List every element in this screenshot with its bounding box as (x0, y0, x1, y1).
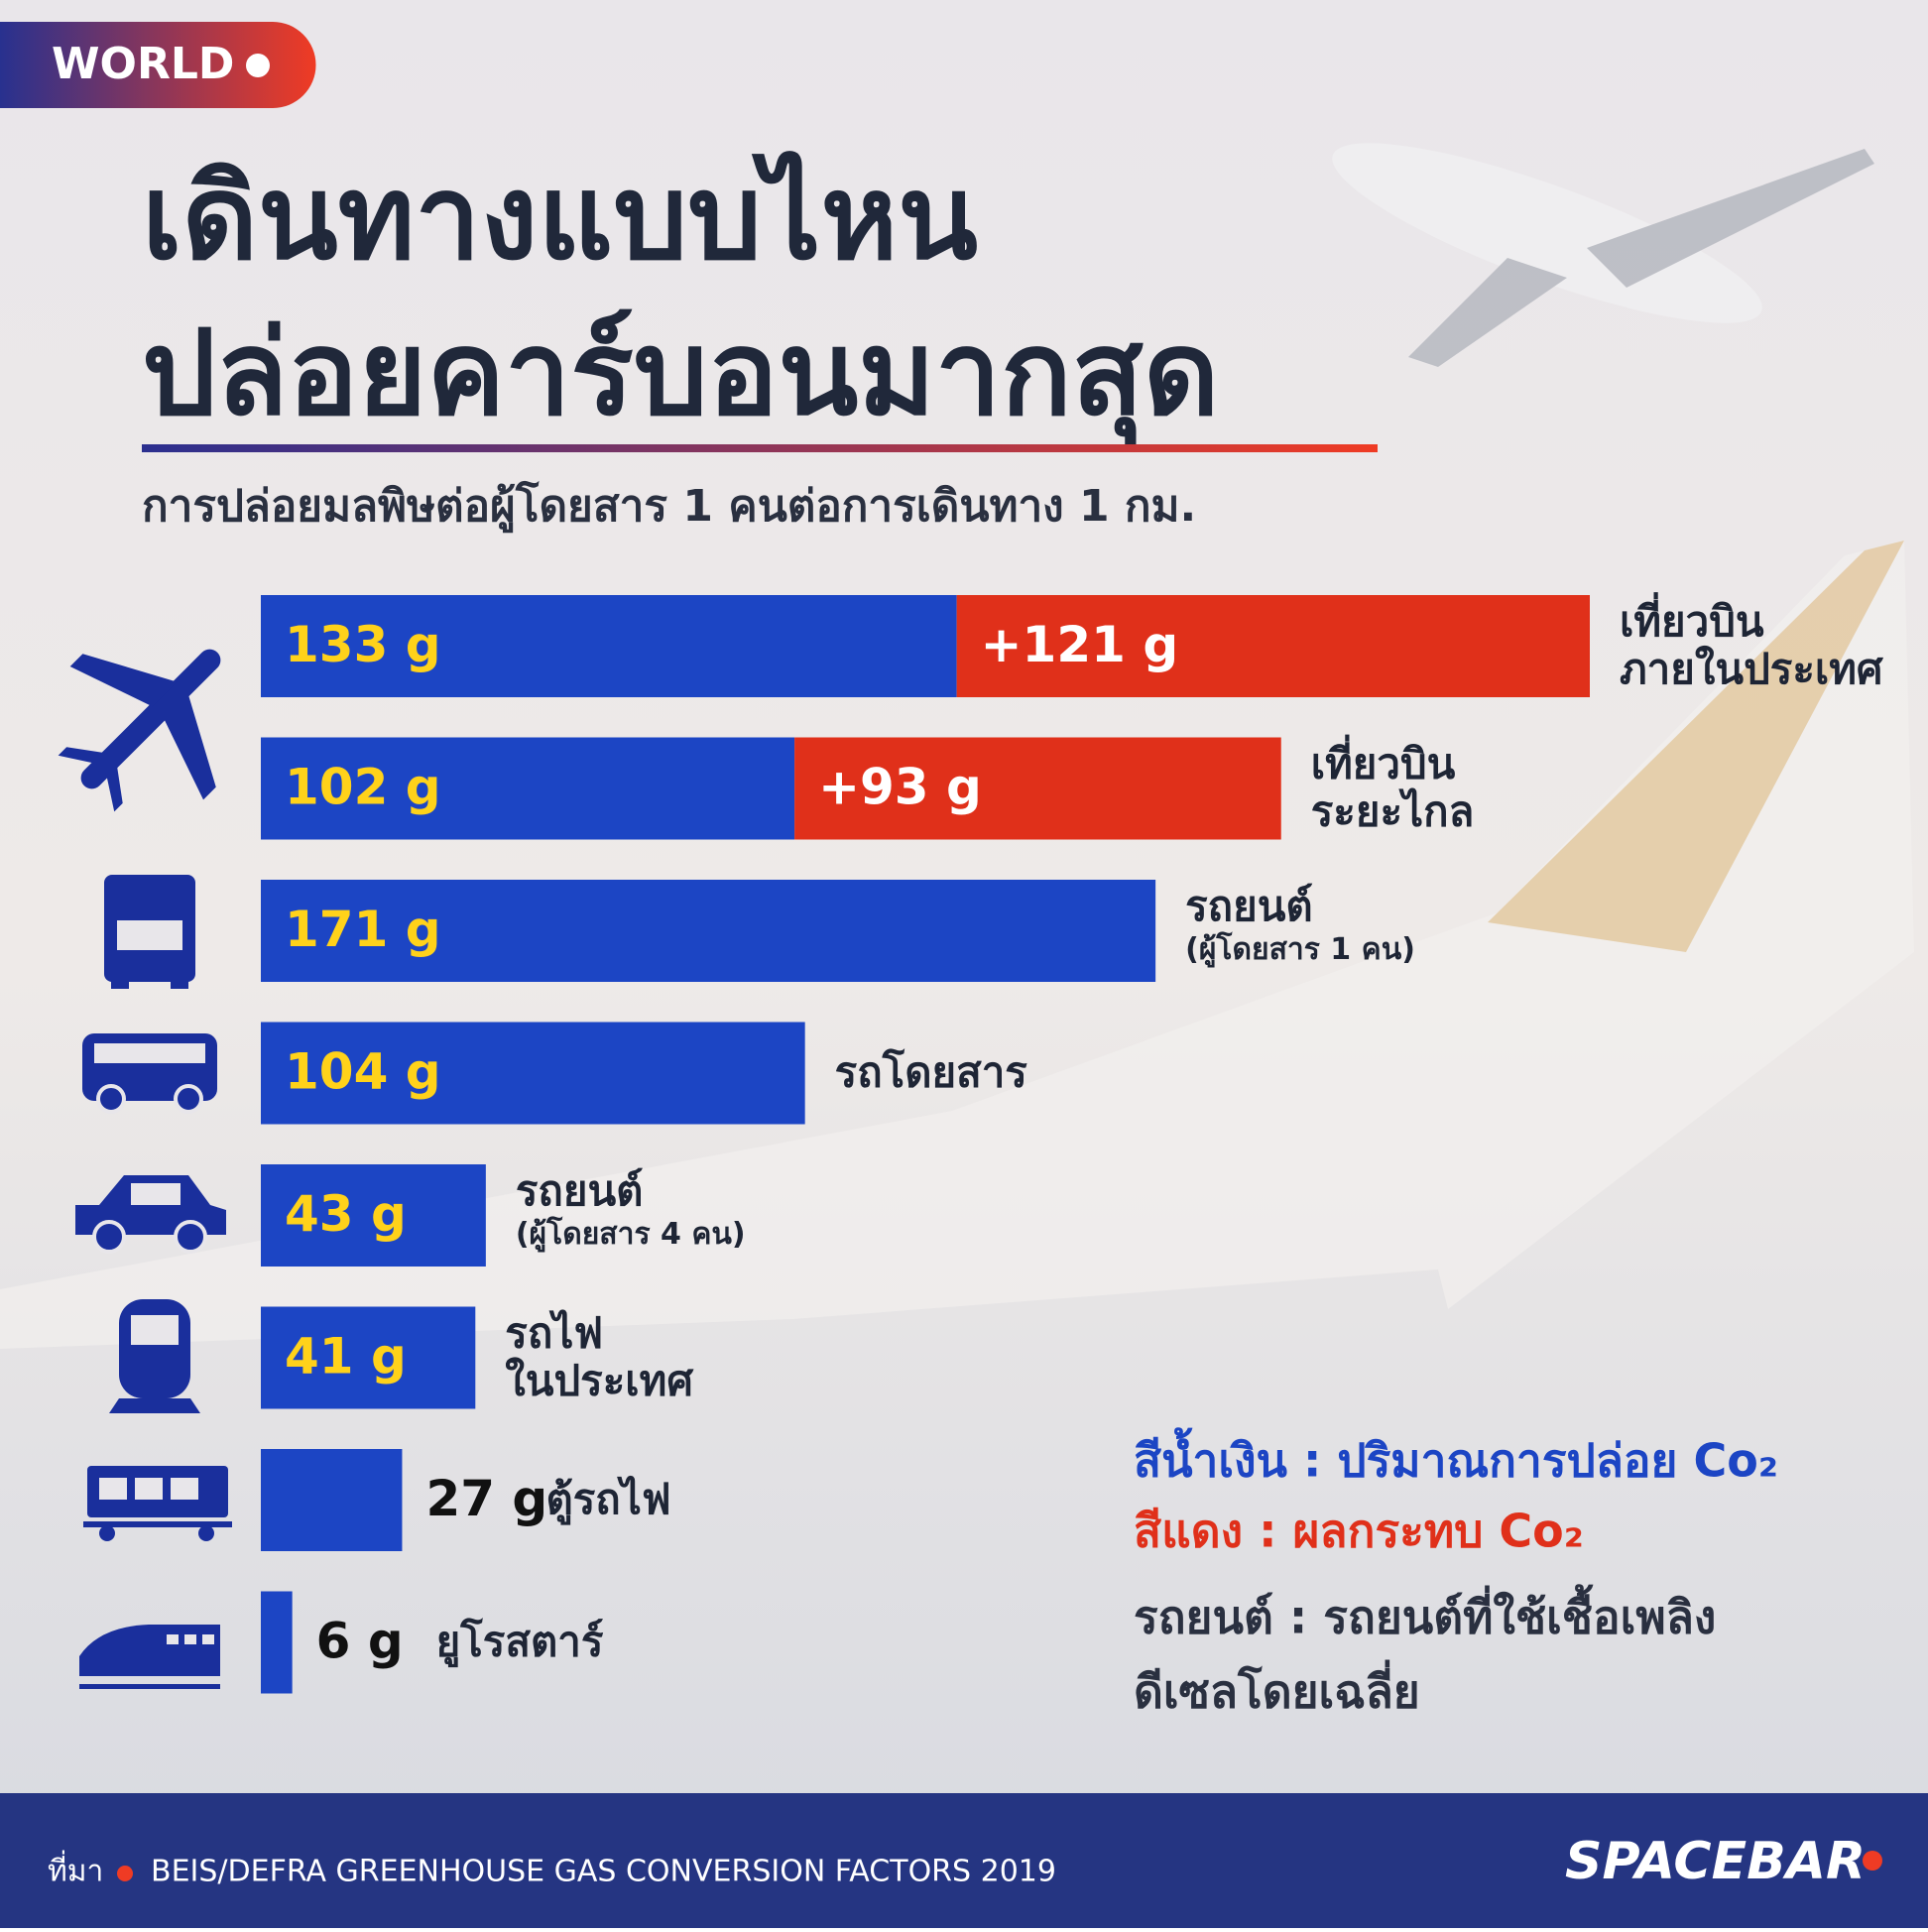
wingtip-image (1488, 541, 1904, 952)
title-line: ปล่อยคาร์บอนมากสุด (142, 304, 1219, 446)
value-label: 102 g (285, 759, 441, 816)
category-label: ยูโรสตาร์ (436, 1618, 604, 1668)
title-underline (142, 444, 1378, 452)
category-note: (ผู้โดยสาร 4 คน) (516, 1215, 746, 1253)
train-icon (109, 1299, 200, 1413)
value-label: 171 g (285, 901, 441, 958)
bar-segment (956, 595, 1590, 697)
value-label: 6 g (316, 1613, 404, 1670)
bar-segment (261, 880, 1156, 982)
value-label: 41 g (285, 1328, 407, 1386)
source: BEIS/DEFRA GREENHOUSE GAS CONVERSION FAC… (151, 1855, 1056, 1889)
truck-icon (104, 875, 195, 989)
badge-text: WORLD (52, 39, 234, 89)
category-label: รถยนต์ (1185, 882, 1313, 930)
category-label: ระยะไกล (1311, 787, 1475, 836)
plane-icon (58, 649, 221, 812)
logo: SPACEBAR (1565, 1832, 1866, 1891)
category-label: ตู้รถไฟ (545, 1475, 670, 1525)
bar-segment (261, 1449, 403, 1551)
bar-segment (261, 1022, 805, 1125)
airplane-image (1332, 143, 1874, 367)
wing-image (0, 541, 1914, 1349)
car-icon (75, 1175, 226, 1254)
category-note: (ผู้โดยสาร 1 คน) (1185, 930, 1415, 968)
bar-segment (261, 1164, 486, 1267)
value-label: +121 g (981, 616, 1178, 673)
badge (0, 22, 316, 108)
footer (0, 1793, 1928, 1928)
wagon-icon (83, 1466, 232, 1541)
category-label: รถโดยสาร (835, 1048, 1028, 1097)
value-label: 133 g (285, 616, 441, 673)
bar-segment (261, 1306, 476, 1409)
value-label: 27 g (425, 1470, 547, 1527)
bus-icon (82, 1033, 217, 1114)
value-label: 43 g (285, 1185, 407, 1243)
value-label: 104 g (285, 1043, 441, 1101)
bar-segment (261, 737, 795, 840)
value-label: +93 g (818, 759, 982, 816)
source-dot (117, 1866, 133, 1881)
bar-segment (794, 737, 1281, 840)
category-label: รถไฟ (505, 1309, 603, 1358)
category-label: ในประเทศ (505, 1357, 694, 1405)
note-line: ดีเซลโดยเฉลี่ย (1134, 1660, 1420, 1719)
eurostar-icon (79, 1625, 220, 1689)
subtitle: การปล่อยมลพิษต่อผู้โดยสาร 1 คนต่อการเดิน… (142, 479, 1196, 533)
bar-segment (261, 1591, 293, 1694)
category-label: เที่ยวบิน (1311, 735, 1456, 788)
bar-segment (261, 595, 957, 697)
category-label: ภายในประเทศ (1620, 645, 1884, 693)
badge-dot (246, 54, 270, 77)
legend-entry: สีแดง : ผลกระทบ Co₂ (1134, 1505, 1584, 1558)
note-line: รถยนต์ : รถยนต์ที่ใช้เชื้อเพลิง (1134, 1584, 1716, 1644)
legend-entry: สีน้ำเงิน : ปริมาณการปล่อย Co₂ (1134, 1427, 1778, 1488)
title-line: เดินทางแบบไหน (142, 149, 978, 286)
category-label: รถยนต์ (516, 1166, 644, 1215)
logo-dot (1863, 1851, 1882, 1871)
source-label: ที่มา (48, 1851, 103, 1889)
category-label: เที่ยวบิน (1620, 592, 1764, 646)
